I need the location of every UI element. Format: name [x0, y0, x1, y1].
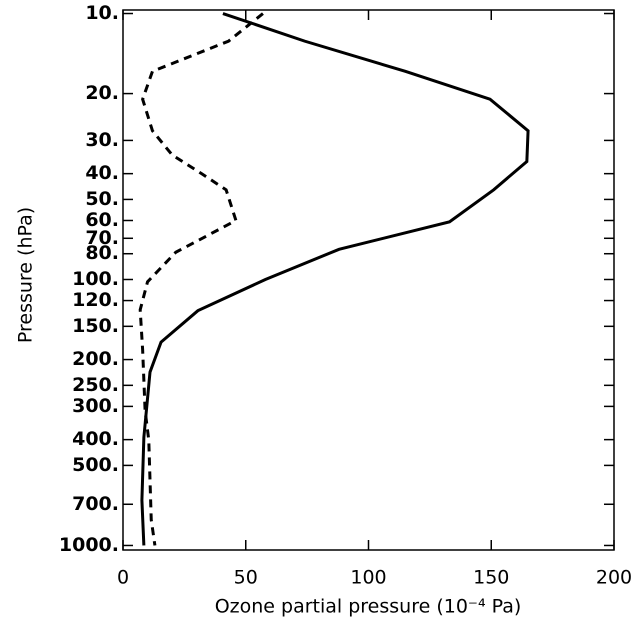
y-tick-label: 400.	[72, 428, 119, 450]
y-tick-label: 250.	[72, 374, 119, 396]
y-tick-label: 1000.	[59, 534, 119, 556]
y-tick-label: 300.	[72, 395, 119, 417]
x-tick-label: 100	[350, 567, 386, 589]
y-tick-label: 100.	[72, 268, 119, 290]
y-tick-label: 120.	[72, 289, 119, 311]
y-tick-label: 500.	[72, 454, 119, 476]
x-tick-label: 150	[473, 567, 509, 589]
y-tick-label: 150.	[72, 315, 119, 337]
x-tick-label: 200	[596, 567, 632, 589]
profile-line	[138, 12, 264, 546]
y-axis-label: Pressure (hPa)	[15, 207, 37, 343]
x-axis-label: Ozone partial pressure (10⁻⁴ Pa)	[215, 596, 522, 618]
y-tick-label: 40.	[85, 162, 119, 184]
y-tick-label: 30.	[85, 129, 119, 151]
y-tick-label: 60.	[85, 209, 119, 231]
x-tick-label: 0	[117, 567, 129, 589]
y-tick-label: 20.	[85, 82, 119, 104]
y-tick-label: 70.	[85, 227, 119, 249]
y-tick-label: 80.	[85, 242, 119, 264]
y-tick-label: 10.	[85, 2, 119, 24]
y-tick-label: 700.	[72, 493, 119, 515]
y-tick-label: 50.	[85, 188, 119, 210]
y-tick-label: 200.	[72, 348, 119, 370]
plot-frame	[122, 9, 615, 551]
x-tick-label: 50	[234, 567, 258, 589]
profile-line	[140, 12, 530, 546]
